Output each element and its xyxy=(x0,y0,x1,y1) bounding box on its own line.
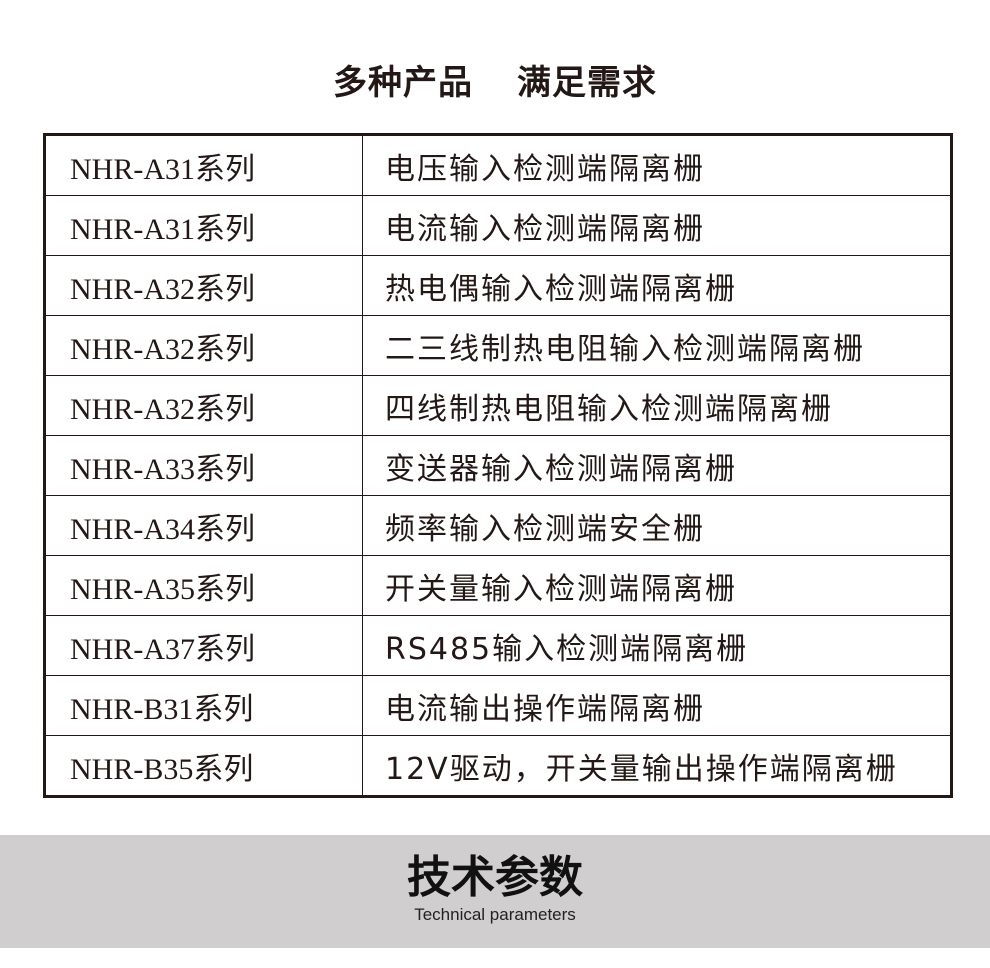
model-cell: NHR-A34系列 xyxy=(44,495,363,556)
title-left: 多种产品 xyxy=(333,63,473,103)
table-row: NHR-A31系列 电流输入检测端隔离栅 xyxy=(44,195,952,256)
model-cell: NHR-B31系列 xyxy=(44,675,363,736)
model-cell: NHR-A32系列 xyxy=(44,315,363,376)
model-cell: NHR-A35系列 xyxy=(44,555,363,616)
table-row: NHR-A31系列 电压输入检测端隔离栅 xyxy=(44,134,952,196)
model-cell: NHR-A31系列 xyxy=(44,195,363,256)
section-title: 技术参数 xyxy=(407,852,583,903)
description-cell: 频率输入检测端安全栅 xyxy=(362,495,952,556)
description-cell: 电流输出操作端隔离栅 xyxy=(362,675,952,736)
table-row: NHR-B31系列 电流输出操作端隔离栅 xyxy=(44,675,952,736)
table-row: NHR-A34系列 频率输入检测端安全栅 xyxy=(44,495,952,556)
section-subtitle: Technical parameters xyxy=(414,905,576,924)
table-row: NHR-A37系列 RS485输入检测端隔离栅 xyxy=(44,615,952,676)
description-cell: 热电偶输入检测端隔离栅 xyxy=(362,255,952,316)
description-cell: 电压输入检测端隔离栅 xyxy=(362,134,952,196)
table-row: NHR-A32系列 四线制热电阻输入检测端隔离栅 xyxy=(44,375,952,436)
table-row: NHR-A35系列 开关量输入检测端隔离栅 xyxy=(44,555,952,616)
description-cell: 开关量输入检测端隔离栅 xyxy=(362,555,952,616)
model-cell: NHR-B35系列 xyxy=(44,735,363,797)
description-cell: 二三线制热电阻输入检测端隔离栅 xyxy=(362,315,952,376)
table-row: NHR-B35系列 12V驱动，开关量输出操作端隔离栅 xyxy=(44,735,952,797)
table-row: NHR-A32系列 热电偶输入检测端隔离栅 xyxy=(44,255,952,316)
page-title: 多种产品 满足需求 xyxy=(0,55,990,104)
description-cell: 12V驱动，开关量输出操作端隔离栅 xyxy=(362,735,952,797)
description-cell: RS485输入检测端隔离栅 xyxy=(362,615,952,676)
model-cell: NHR-A37系列 xyxy=(44,615,363,676)
model-cell: NHR-A33系列 xyxy=(44,435,363,496)
model-cell: NHR-A32系列 xyxy=(44,375,363,436)
description-cell: 变送器输入检测端隔离栅 xyxy=(362,435,952,496)
product-table: NHR-A31系列 电压输入检测端隔离栅 NHR-A31系列 电流输入检测端隔离栅 NH… xyxy=(43,133,953,798)
section-banner: 技术参数 Technical parameters xyxy=(0,835,990,948)
table-row: NHR-A32系列 二三线制热电阻输入检测端隔离栅 xyxy=(44,315,952,376)
table-row: NHR-A33系列 变送器输入检测端隔离栅 xyxy=(44,435,952,496)
model-cell: NHR-A31系列 xyxy=(44,134,363,196)
description-cell: 四线制热电阻输入检测端隔离栅 xyxy=(362,375,952,436)
title-right: 满足需求 xyxy=(517,63,657,103)
description-cell: 电流输入检测端隔离栅 xyxy=(362,195,952,256)
model-cell: NHR-A32系列 xyxy=(44,255,363,316)
